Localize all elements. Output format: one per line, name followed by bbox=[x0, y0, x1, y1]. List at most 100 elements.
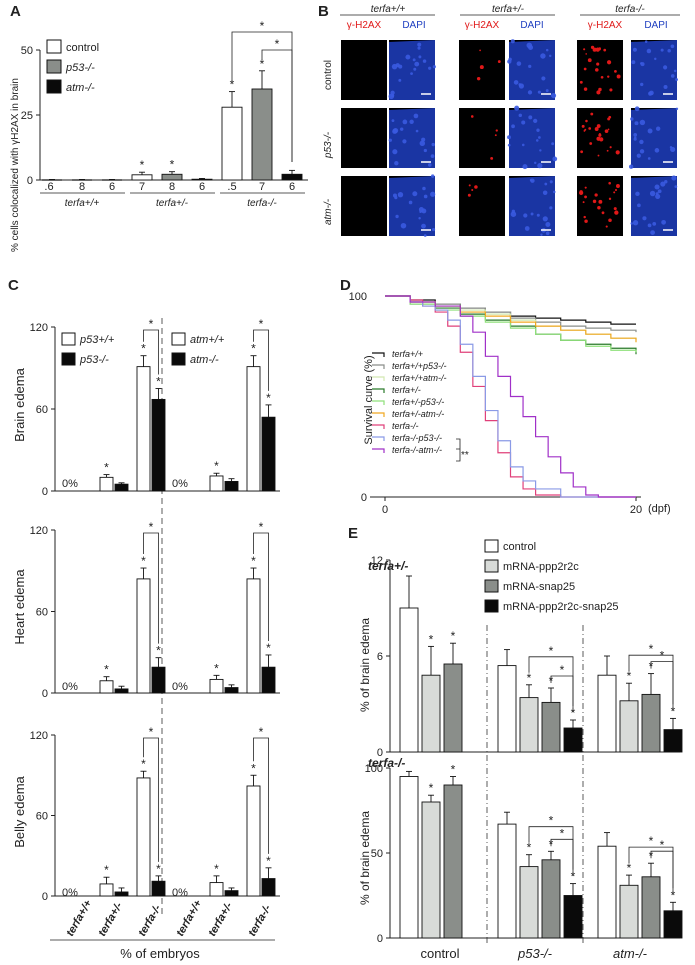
nucleus-dot bbox=[630, 117, 634, 121]
survival-curve bbox=[385, 295, 636, 498]
nucleus-dot bbox=[399, 127, 404, 131]
gh2ax-focus bbox=[598, 87, 602, 92]
panel-letter-e: E bbox=[348, 525, 358, 542]
nucleus-dot bbox=[422, 59, 427, 63]
nucleus-dot bbox=[646, 48, 652, 54]
legend-label: terfa+/+p53-/- bbox=[392, 361, 447, 371]
gh2ax-image bbox=[577, 176, 623, 236]
significance-star: * bbox=[260, 19, 265, 33]
x-tick-label: 0 bbox=[382, 504, 388, 516]
gh2ax-focus bbox=[587, 58, 592, 63]
bar bbox=[224, 480, 239, 492]
nucleus-dot bbox=[423, 234, 427, 237]
nucleus-dot bbox=[549, 206, 553, 210]
gh2ax-image bbox=[341, 108, 387, 168]
bar bbox=[421, 801, 441, 939]
nucleus-dot bbox=[511, 124, 515, 129]
n-label: 6 bbox=[289, 181, 295, 193]
nucleus-dot bbox=[507, 143, 511, 147]
panel-c-xlabel: % of embryos bbox=[120, 946, 200, 961]
significance-star: * bbox=[259, 317, 264, 331]
bar bbox=[563, 727, 583, 753]
legend-label-p53-wt: p53+/+ bbox=[79, 334, 115, 346]
gh2ax-focus bbox=[605, 225, 608, 228]
dapi-signal bbox=[509, 176, 555, 236]
nucleus-dot bbox=[510, 211, 517, 217]
panel-d-unit: (dpf) bbox=[648, 503, 671, 515]
significance-star: * bbox=[560, 826, 565, 840]
nucleus-dot bbox=[542, 216, 548, 222]
bar bbox=[246, 785, 261, 897]
gh2ax-focus bbox=[607, 75, 610, 78]
significance-star: * bbox=[259, 725, 264, 739]
panel-c-xtick: terfa+/+ bbox=[174, 898, 205, 939]
gh2ax-focus bbox=[597, 205, 601, 210]
gh2ax-focus bbox=[470, 115, 474, 118]
bar bbox=[541, 859, 561, 939]
legend-line bbox=[372, 424, 385, 429]
legend-label: terfa-/- bbox=[392, 421, 419, 431]
nucleus-dot bbox=[528, 45, 534, 50]
nucleus-dot bbox=[412, 58, 416, 62]
panel-e-group-label-p53: p53-/- bbox=[517, 946, 553, 961]
gh2ax-focus bbox=[614, 69, 617, 73]
nucleus-dot bbox=[670, 74, 675, 78]
y-tick-label: 50 bbox=[371, 848, 383, 860]
legend-label-e-control: control bbox=[503, 541, 536, 553]
gh2ax-focus bbox=[607, 128, 610, 131]
gh2ax-focus bbox=[479, 49, 481, 52]
significance-star: * bbox=[141, 757, 146, 771]
panel-a-ylabel: % cells colocalized with γH2AX in brain bbox=[10, 78, 21, 252]
significance-star: * bbox=[156, 375, 161, 389]
gh2ax-focus bbox=[597, 154, 600, 157]
legend-label-e-ppp2r2c: mRNA-ppp2r2c bbox=[503, 561, 579, 573]
panel-b-col-label-1: terfa+/+ bbox=[371, 4, 406, 15]
gh2ax-focus bbox=[474, 185, 478, 189]
nucleus-dot bbox=[654, 57, 657, 61]
panel-d-sig: ** bbox=[461, 450, 469, 461]
dapi-signal bbox=[389, 108, 435, 168]
nucleus-dot bbox=[514, 105, 520, 111]
bar bbox=[641, 876, 661, 939]
gh2ax-focus bbox=[595, 68, 599, 72]
significance-star: * bbox=[251, 761, 256, 775]
bar bbox=[99, 476, 114, 492]
nucleus-dot bbox=[405, 54, 411, 60]
nucleus-dot bbox=[660, 48, 664, 52]
significance-star: * bbox=[649, 834, 654, 848]
nucleus-dot bbox=[415, 129, 419, 133]
gh2ax-focus bbox=[583, 67, 587, 71]
legend-label-e-combo: mRNA-ppp2r2c-snap25 bbox=[503, 601, 619, 613]
nucleus-dot bbox=[518, 83, 525, 89]
panel-c-plot-1: 0 60 120 * * * * * * * * bbox=[30, 520, 280, 700]
legend-label: terfa-/-p53-/- bbox=[392, 433, 442, 443]
nucleus-dot bbox=[673, 69, 677, 73]
nucleus-dot bbox=[432, 65, 436, 69]
nucleus-dot bbox=[522, 164, 528, 170]
panel-c-legend-left: p53+/+ p53-/- bbox=[61, 332, 115, 366]
gh2ax-focus bbox=[596, 136, 601, 141]
nucleus-dot bbox=[408, 200, 413, 205]
significance-bracket bbox=[650, 850, 674, 895]
panel-c-xtick: terfa+/- bbox=[96, 900, 125, 938]
significance-star: * bbox=[260, 57, 265, 71]
nucleus-dot bbox=[400, 222, 407, 229]
bar bbox=[209, 882, 224, 897]
panel-letter-b: B bbox=[318, 3, 329, 20]
y-tick-label: 0 bbox=[42, 688, 48, 700]
gh2ax-focus bbox=[606, 149, 609, 152]
nucleus-dot bbox=[418, 55, 422, 59]
y-tick-label: 100 bbox=[349, 291, 367, 303]
panel-b-col-label-3: terfa-/- bbox=[615, 4, 645, 15]
significance-star: * bbox=[549, 814, 554, 828]
zero-label: 0% bbox=[62, 681, 78, 693]
nucleus-dot bbox=[395, 63, 400, 68]
gh2ax-focus bbox=[579, 80, 583, 84]
gh2ax-focus bbox=[585, 53, 587, 55]
gh2ax-focus bbox=[590, 112, 594, 116]
legend-label-atm-ko: atm-/- bbox=[190, 354, 219, 366]
significance-star: * bbox=[251, 554, 256, 568]
n-label: 7 bbox=[139, 181, 145, 193]
nucleus-dot bbox=[630, 222, 633, 225]
